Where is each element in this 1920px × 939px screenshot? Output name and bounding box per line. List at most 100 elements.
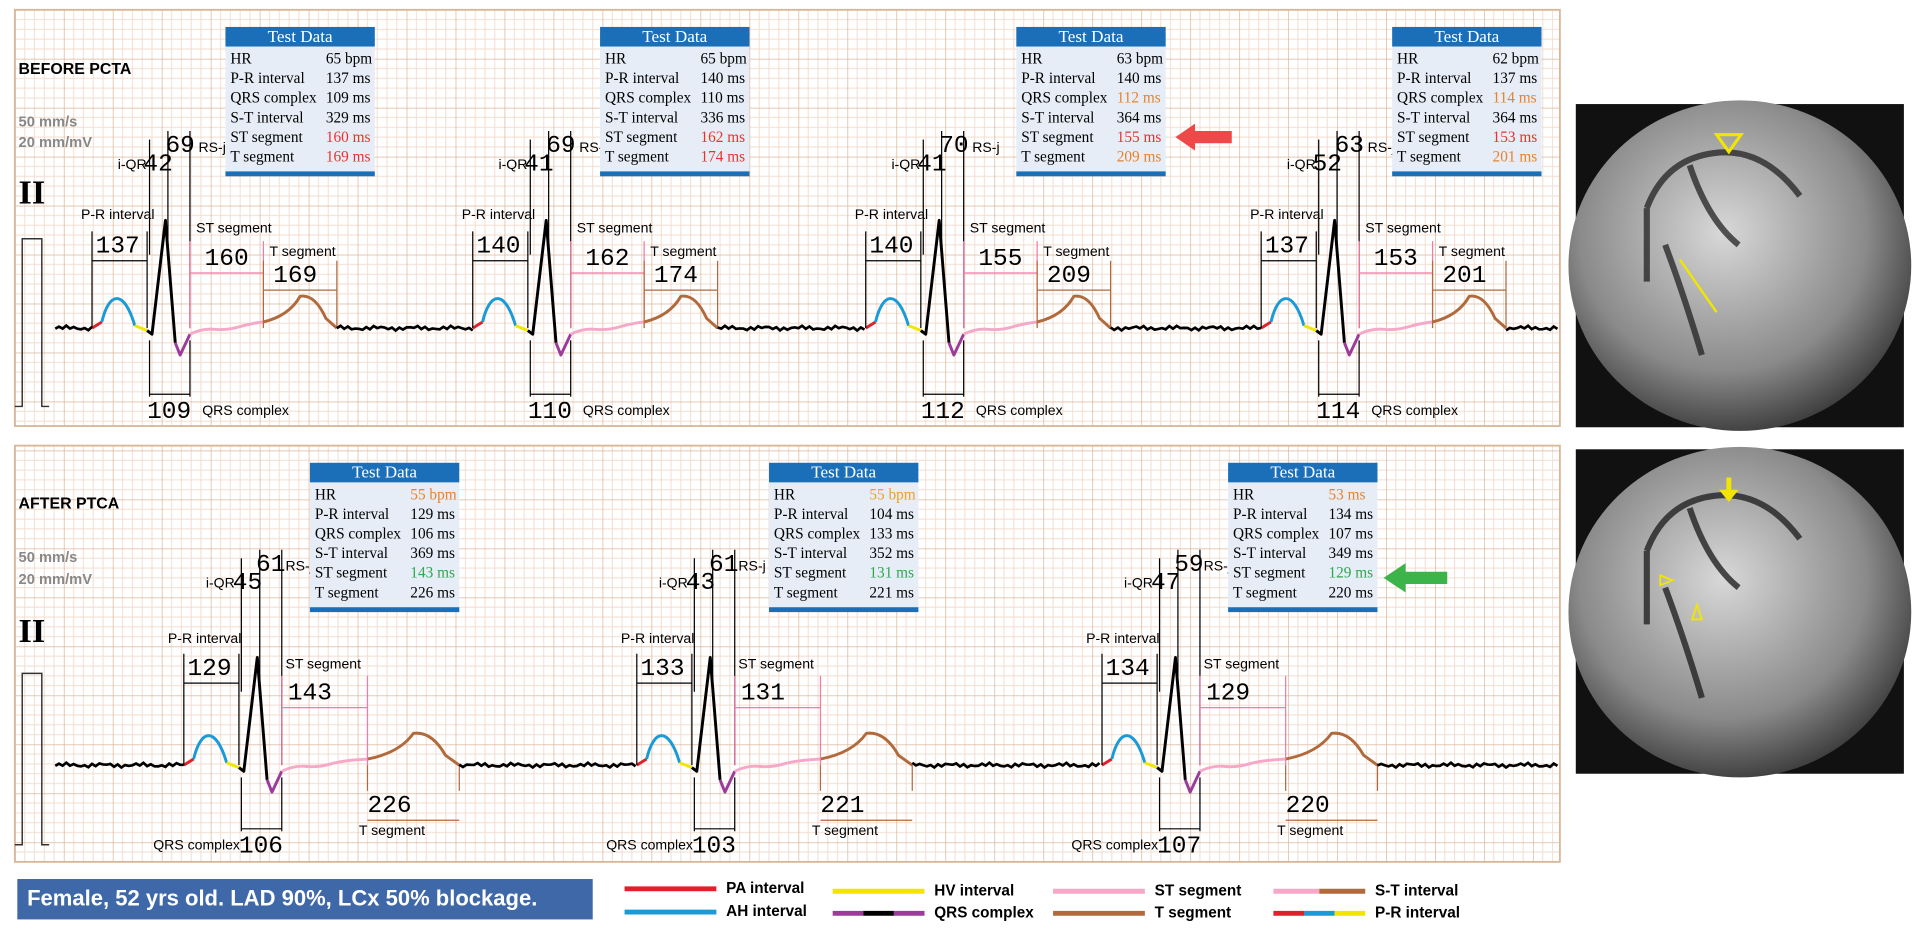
st-segment xyxy=(963,320,1038,336)
qrs-value: 110 xyxy=(528,399,572,426)
pr-value: 134 xyxy=(1106,656,1150,683)
row-label: P-R interval xyxy=(1397,70,1471,87)
table-body xyxy=(769,482,919,610)
ecg-baseline xyxy=(336,324,474,333)
pr-value: 140 xyxy=(869,234,913,261)
qrs-label: QRS complex xyxy=(583,402,670,418)
st-label: ST segment xyxy=(1365,220,1441,236)
row-value: 352 ms xyxy=(869,545,914,562)
table-header xyxy=(600,26,750,47)
row-value: 134 ms xyxy=(1328,506,1373,523)
ecg-baseline xyxy=(54,323,93,332)
table-header xyxy=(1392,26,1542,47)
legend-label: QRS complex xyxy=(934,904,1034,921)
row-label: HR xyxy=(230,51,252,68)
table-title: Test Data xyxy=(352,463,417,482)
t-segment xyxy=(643,294,719,330)
row-value: 364 ms xyxy=(1117,109,1162,126)
st-value: 153 xyxy=(1374,246,1418,273)
qrs-tail xyxy=(1183,770,1202,794)
row-value: 137 ms xyxy=(1493,70,1538,87)
table-footer xyxy=(1228,607,1378,613)
table-header xyxy=(769,462,919,483)
st-segment xyxy=(1358,320,1433,336)
row-label: ST segment xyxy=(605,129,678,146)
row-value: 110 ms xyxy=(700,90,744,107)
rsj-label: RS-j xyxy=(738,558,765,574)
pa-interval xyxy=(91,320,103,330)
t-label: T segment xyxy=(1043,243,1109,259)
pr-label: P-R interval xyxy=(462,206,535,222)
table-footer xyxy=(600,171,750,177)
pa-interval xyxy=(471,320,484,330)
row-value: 174 ms xyxy=(700,148,745,165)
row-value: 169 ms xyxy=(326,148,371,165)
pr-value: 133 xyxy=(640,656,684,683)
qrs-tail xyxy=(1343,333,1361,357)
panel-title: AFTER PTCA xyxy=(19,496,120,513)
table-title: Test Data xyxy=(642,27,707,46)
pr-value: 137 xyxy=(1265,234,1309,261)
ecg-baseline xyxy=(54,760,184,770)
row-label: QRS complex xyxy=(230,90,317,107)
table-body xyxy=(309,482,460,610)
hv-interval xyxy=(1303,324,1317,332)
row-value: 63 bpm xyxy=(1117,51,1163,68)
rsj-value: 63 xyxy=(1335,133,1364,160)
row-label: HR xyxy=(315,486,337,503)
ecg-baseline xyxy=(1376,760,1559,770)
row-label: QRS complex xyxy=(605,90,692,107)
row-value: 62 bpm xyxy=(1493,51,1539,68)
note-box xyxy=(17,879,593,920)
table-header xyxy=(225,26,375,47)
qrs-value: 103 xyxy=(692,833,736,860)
ecg-baseline xyxy=(1109,324,1262,333)
row-value: 162 ms xyxy=(700,129,745,146)
qrs-complex xyxy=(1315,218,1346,343)
rsj-value: 61 xyxy=(256,552,285,579)
qrs-complex xyxy=(691,655,722,780)
qrs-label: QRS complex xyxy=(976,402,1063,418)
row-label: HR xyxy=(774,486,796,503)
row-value: 329 ms xyxy=(326,109,371,126)
t-label: T segment xyxy=(1439,243,1505,259)
iqr-label: i-QR xyxy=(498,156,527,172)
row-label: ST segment xyxy=(774,565,847,582)
t-label: T segment xyxy=(270,243,336,259)
table-title: Test Data xyxy=(1059,27,1124,46)
t-value: 201 xyxy=(1442,263,1486,290)
row-label: P-R interval xyxy=(774,506,848,523)
pr-value: 140 xyxy=(476,234,520,261)
qrs-label: QRS complex xyxy=(1071,837,1158,853)
t-value: 174 xyxy=(654,263,698,290)
rsj-value: 70 xyxy=(939,133,968,160)
row-value: 107 ms xyxy=(1328,526,1373,543)
row-label: HR xyxy=(1233,486,1255,503)
row-value: 55 bpm xyxy=(869,486,915,503)
row-label: QRS complex xyxy=(1021,90,1108,107)
t-segment xyxy=(1432,294,1507,330)
row-value: 104 ms xyxy=(869,506,914,523)
st-value: 129 xyxy=(1206,680,1250,707)
ecg-baseline xyxy=(911,760,1101,770)
row-value: 133 ms xyxy=(869,526,914,543)
row-label: S-T interval xyxy=(774,545,847,562)
qrs-value: 114 xyxy=(1316,399,1360,426)
st-value: 160 xyxy=(205,246,249,273)
table-header xyxy=(1016,26,1166,47)
iqr-value: 43 xyxy=(686,570,715,597)
pr-label: P-R interval xyxy=(168,630,241,646)
table-title: Test Data xyxy=(811,463,876,482)
row-label: T segment xyxy=(1397,148,1462,165)
qrs-complex xyxy=(238,655,269,780)
table-title: Test Data xyxy=(268,27,333,46)
table-title: Test Data xyxy=(1270,463,1335,482)
table-footer xyxy=(1392,171,1542,177)
iqr-label: i-QR xyxy=(1124,575,1153,591)
pa-interval xyxy=(1260,320,1272,330)
st-segment xyxy=(281,757,368,773)
st-segment xyxy=(1199,757,1286,773)
table-header xyxy=(309,462,460,483)
qrs-value: 112 xyxy=(921,399,965,426)
